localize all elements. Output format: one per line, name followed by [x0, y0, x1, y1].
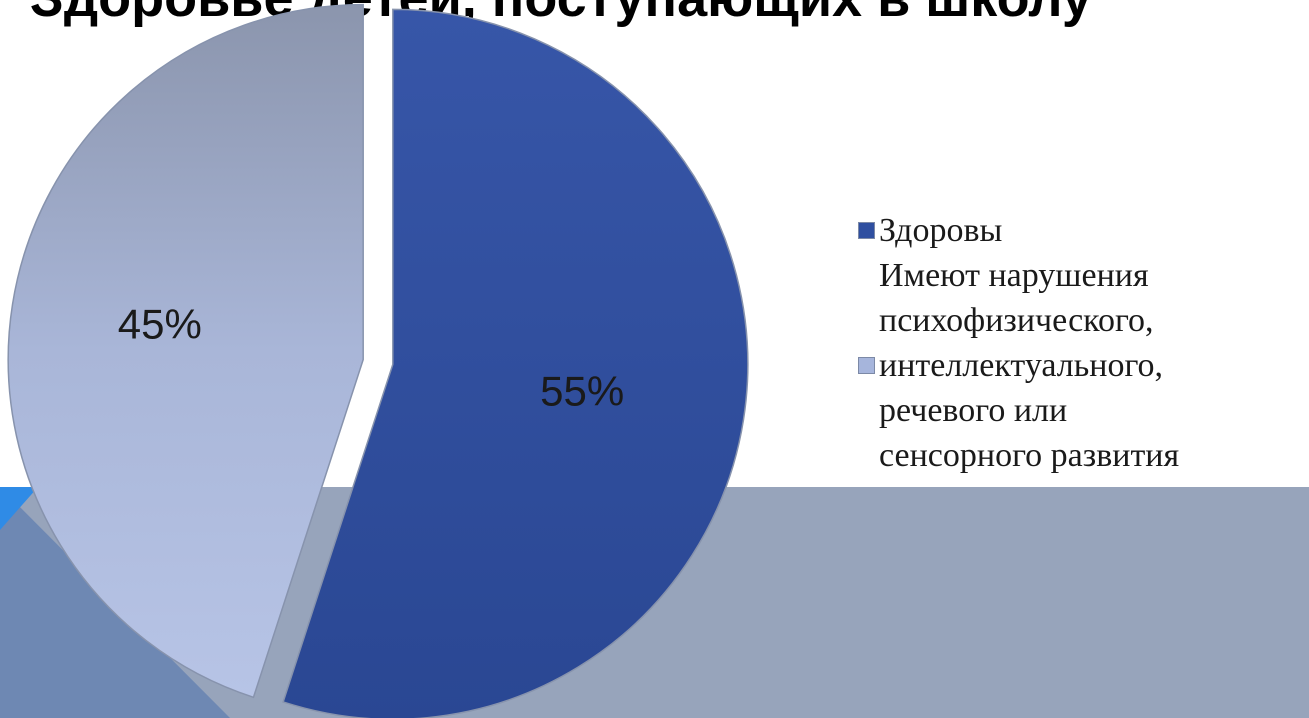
pie-slice-impaired: [7, 3, 364, 699]
chart-legend: Здоровы Имеют нарушения психофизического…: [858, 208, 1308, 478]
data-label-impaired: 45%: [118, 301, 202, 348]
accent-edge: [0, 487, 38, 530]
legend-item-impaired: Имеют нарушения психофизического, интелл…: [858, 253, 1308, 478]
data-label-healthy: 55%: [540, 367, 624, 414]
legend-label-impaired: Имеют нарушения психофизического, интелл…: [879, 257, 1180, 474]
legend-label-healthy: Здоровы: [879, 212, 1003, 249]
legend-swatch-impaired: [858, 357, 875, 374]
legend-swatch-healthy: [858, 222, 875, 239]
pie-slice-healthy: [282, 8, 749, 718]
legend-item-healthy: Здоровы: [858, 208, 1308, 253]
chart-title: Здоровье детей, поступающих в школу: [30, 0, 1270, 38]
